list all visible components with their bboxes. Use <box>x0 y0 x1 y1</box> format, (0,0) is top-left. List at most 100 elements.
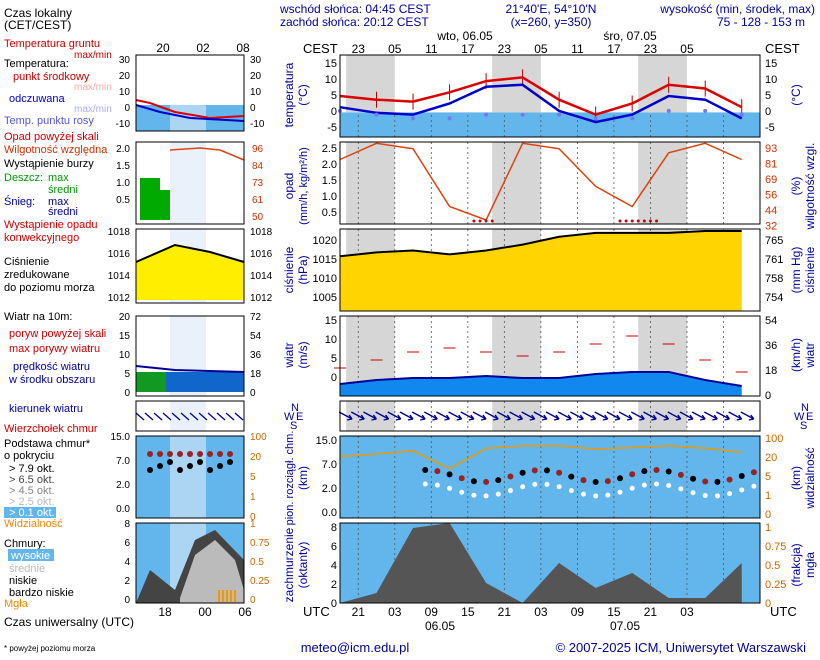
cest-tick: 17 <box>607 42 621 56</box>
cloud-low-dot <box>471 492 477 498</box>
legend-wind-dir: kierunek wiatru <box>9 403 83 415</box>
dew-point <box>447 116 452 121</box>
cloud-low-dot <box>568 488 574 494</box>
cloud-base-dot <box>726 476 733 483</box>
panel-border-1 <box>339 141 761 225</box>
panel-border-0 <box>339 54 761 138</box>
cest-label-left: CEST <box>303 41 338 56</box>
sunset-label: zachód słońca: 20:12 CEST <box>280 15 429 29</box>
fog-tick: 0.5 <box>765 560 780 572</box>
cloud-axis-labels: pion. rozciągł. chm. (km) (km) widzialno… <box>284 431 817 526</box>
legend-precip-occ-2: konwekcyjnego <box>4 232 79 244</box>
leg-press-tick-r: 1018 <box>250 227 273 238</box>
leg-press-tick-r: 1012 <box>250 293 273 304</box>
dew-point <box>374 112 379 117</box>
legend-cloud-top-dot <box>227 451 233 457</box>
utc-tick: 21 <box>352 605 366 619</box>
dir-n: N <box>291 402 299 414</box>
cest-label-right: CEST <box>765 41 800 56</box>
wind-arrow <box>606 411 621 421</box>
legend-night-5 <box>170 436 206 518</box>
legend-pressure-line <box>135 243 245 263</box>
legend-temp-line <box>135 99 245 120</box>
utc-tick: 09 <box>425 605 439 619</box>
cloud-base-dot <box>714 478 721 485</box>
leg-humid-tick: 96 <box>252 144 264 155</box>
cloud-base-dot <box>470 478 477 485</box>
cloud-low-dot <box>593 493 599 499</box>
leg-wind-tick-l: 5 <box>124 369 130 380</box>
cloud-low-dot <box>447 485 453 491</box>
vis-tick: 1 <box>765 490 771 502</box>
cloud-low-dot <box>532 481 538 487</box>
cloud-low-dot <box>751 483 757 489</box>
wind-arrow <box>399 411 414 421</box>
pressure-line <box>339 230 742 258</box>
precip-occ-dot <box>655 219 659 223</box>
wind-arrow <box>582 411 597 421</box>
legend-soil-temp-sub: max/min <box>74 50 112 61</box>
cloud-low-dot <box>434 482 440 488</box>
panel-border-4 <box>339 400 761 432</box>
night-band-1-0 <box>346 142 395 224</box>
legend-cloud-base-dot <box>177 467 183 473</box>
cloud-tick: 2.0 <box>322 483 337 495</box>
legend-cloud-top-dot <box>197 451 203 457</box>
cest-tick: 23 <box>644 42 658 56</box>
cloud-tick: 15.0 <box>316 435 337 447</box>
footer-email[interactable]: meteo@icm.edu.pl <box>301 640 410 655</box>
leg-press-tick-l: 1014 <box>108 271 131 282</box>
temp-tick-r: 10 <box>765 74 777 86</box>
legend-cloud-base-2: o pokryciu <box>4 450 54 462</box>
cover-tick: 6 <box>331 541 337 553</box>
legend-panel-border-6 <box>135 522 245 604</box>
legend-cloud-base-dot <box>227 459 233 465</box>
legend-panel-border-3 <box>135 315 245 397</box>
wind-arrow <box>484 411 499 421</box>
cest-tick: 11 <box>571 42 584 56</box>
legend-cloud-top-dot <box>177 451 183 457</box>
leg-temp-tick-l: 0 <box>124 103 130 114</box>
cloud-low-dot <box>654 481 660 487</box>
legend-okt-3: > 4.5 okt. <box>9 485 55 497</box>
leg-fog-tick: 0 <box>250 595 256 606</box>
precip-left-label: opad <box>282 173 296 200</box>
cloud-base-dot <box>690 475 697 482</box>
precip-left-unit: (mm/h, kg/m²/h) <box>298 147 310 225</box>
leg-temp-tick-l: -10 <box>116 119 131 130</box>
leg-press-tick-r: 1016 <box>250 249 273 260</box>
legend-gust-above: poryw powyżej skali <box>9 328 106 340</box>
leg-temp-tick-r: 0 <box>250 103 256 114</box>
legend-pressure-area <box>136 245 244 300</box>
legend-okt-5-bg <box>4 507 56 518</box>
utc-tick: 03 <box>680 605 694 619</box>
humid-tick: 93 <box>765 143 777 155</box>
elevation-values: 75 - 128 - 153 m <box>717 15 805 29</box>
temp-left-label: temperatura <box>282 62 296 127</box>
wind-arrow <box>594 411 609 421</box>
legend-cloud-top-dot <box>167 451 173 457</box>
leg-press-tick-l: 1012 <box>108 293 131 304</box>
precip-tick: 2.5 <box>322 143 337 155</box>
leg-temp-tick-l: 30 <box>119 55 131 66</box>
legend-panel-border-4 <box>135 400 245 432</box>
utc-tick: 09 <box>571 605 585 619</box>
date-2: śro, 07.05 <box>603 29 657 43</box>
cloud-base-dot <box>519 469 526 476</box>
cloud-low-dot <box>714 493 720 499</box>
leg-press-tick-l: 1018 <box>108 227 131 238</box>
leg-precip-tick: 0.5 <box>116 195 130 206</box>
wind-tick: 10 <box>325 334 337 346</box>
wind-right-unit: (km/h) <box>789 338 803 372</box>
utc-tick: 03 <box>534 605 548 619</box>
wind-arrow <box>363 411 377 421</box>
legend-high-bg <box>8 549 54 561</box>
precip-occ-dot <box>624 219 628 223</box>
leg-temp-tick-r: -10 <box>250 119 265 130</box>
leg-wind-tick-r: 72 <box>250 312 262 323</box>
leg-vis-tick: 1 <box>250 492 256 503</box>
legend-hour-bottom: 00 <box>198 605 212 619</box>
leg-cover-tick: 6 <box>124 538 130 549</box>
leg-cloud-tick: 0.0 <box>116 504 130 515</box>
